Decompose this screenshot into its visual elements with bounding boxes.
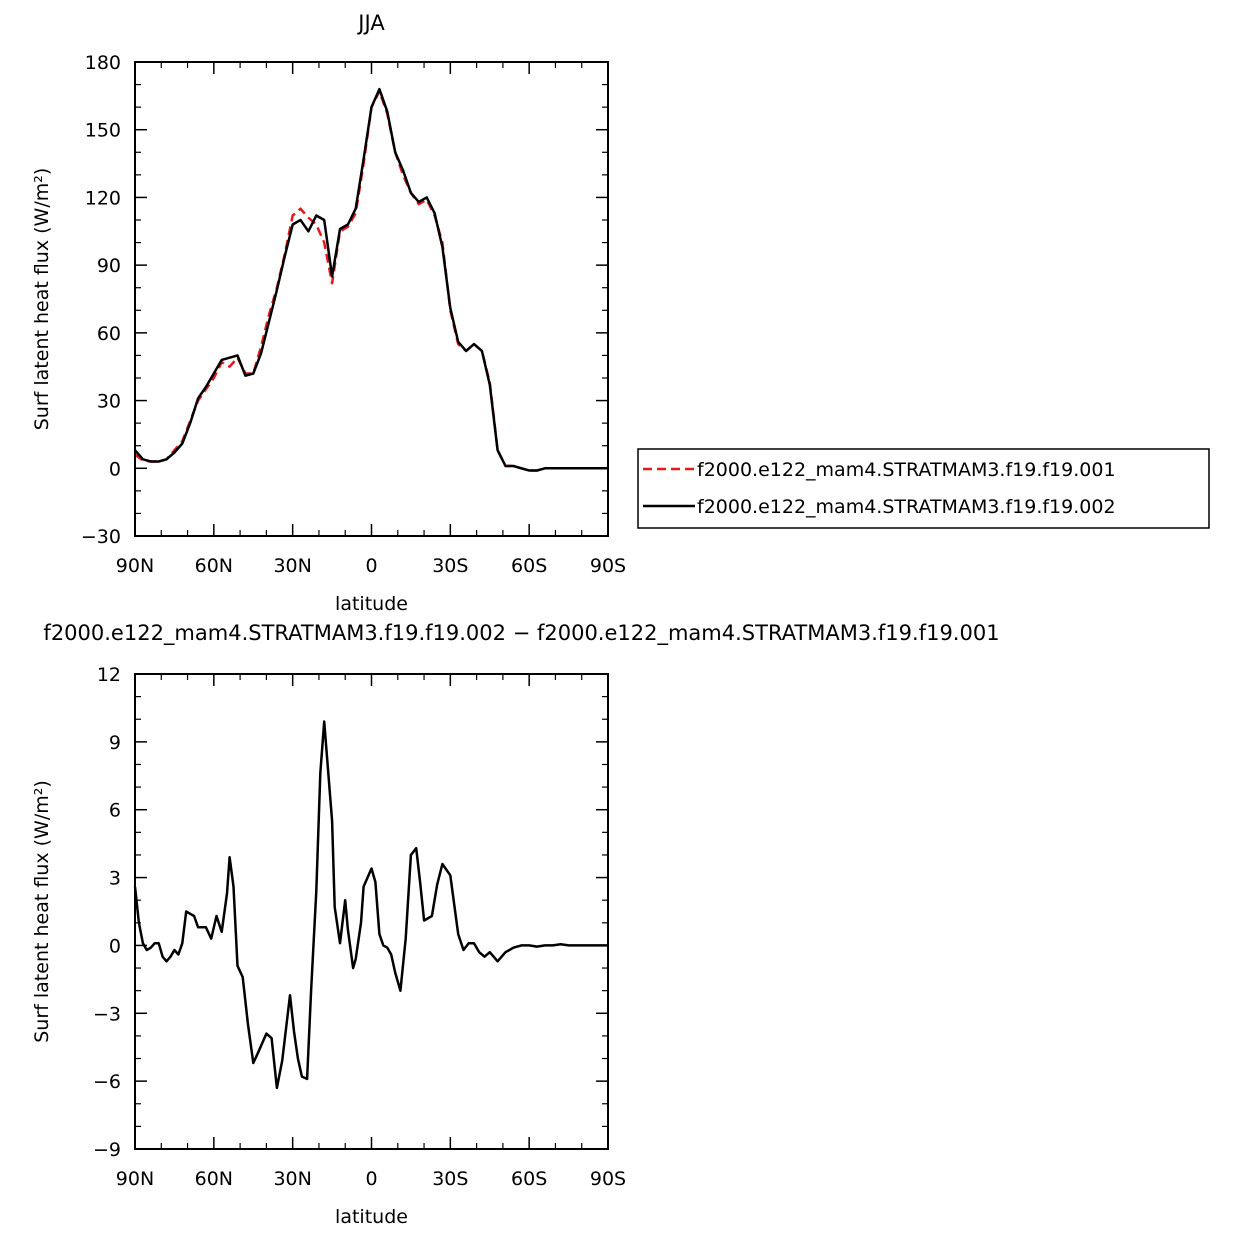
y-tick-label: 12 [97, 664, 121, 686]
x-tick-label: 60S [511, 555, 547, 577]
difference-chart: f2000.e122_mam4.STRATMAM3.f19.f19.002 − … [31, 621, 1000, 1228]
x-tick-label: 90S [590, 555, 626, 577]
y-tick-label: 180 [85, 52, 121, 74]
y-tick-label: −9 [93, 1139, 121, 1161]
x-tick-label: 30N [273, 1168, 311, 1190]
x-tick-label: 60N [195, 1168, 233, 1190]
x-tick-label: 60S [511, 1168, 547, 1190]
y-tick-label: 9 [109, 732, 121, 754]
y-tick-label: −6 [93, 1071, 121, 1093]
y-tick-label: 30 [97, 391, 121, 413]
y-tick-label: 60 [97, 323, 121, 345]
y-axis-title: Surf latent heat flux (W/m²) [31, 780, 53, 1043]
series-line-1 [134, 90, 608, 472]
series-line-2 [134, 87, 608, 472]
y-tick-label: −30 [81, 526, 121, 548]
x-tick-label: 30N [273, 555, 311, 577]
x-tick-label: 90N [116, 1168, 154, 1190]
legend: f2000.e122_mam4.STRATMAM3.f19.f19.001 f2… [637, 448, 1210, 529]
mean-flux-chart: JJA latitude Surf latent heat flux (W/m²… [31, 11, 626, 615]
axis-ticks: 90N 60N 30N 0 30S 60S 90S −30 0 30 60 90 120 150 180 [81, 52, 626, 577]
plot-frame [134, 61, 609, 537]
y-tick-label: −3 [93, 1003, 121, 1025]
x-tick-label: 0 [365, 1168, 377, 1190]
x-tick-label: 90N [116, 555, 154, 577]
x-axis-title: latitude [335, 593, 408, 615]
chart-title: JJA [356, 11, 385, 35]
y-tick-label: 6 [109, 800, 121, 822]
series-lines [133, 720, 608, 1090]
x-tick-label: 0 [365, 555, 377, 577]
legend-label-001: f2000.e122_mam4.STRATMAM3.f19.f19.001 [697, 459, 1116, 481]
y-tick-label: 3 [109, 868, 121, 890]
legend-label-002: f2000.e122_mam4.STRATMAM3.f19.f19.002 [697, 496, 1116, 518]
series-lines [134, 87, 608, 472]
legend-box [637, 448, 1210, 529]
y-tick-label: 90 [97, 255, 121, 277]
y-tick-label: 120 [85, 187, 121, 209]
series-line-1 [133, 720, 608, 1090]
plot-frame [134, 673, 609, 1150]
y-axis-title: Surf latent heat flux (W/m²) [31, 168, 53, 431]
x-tick-label: 30S [432, 1168, 468, 1190]
y-tick-label: 150 [85, 120, 121, 142]
chart-title: f2000.e122_mam4.STRATMAM3.f19.f19.002 − … [43, 621, 999, 646]
x-axis-title: latitude [335, 1206, 408, 1228]
y-tick-label: 0 [109, 458, 121, 480]
x-tick-label: 30S [432, 555, 468, 577]
y-tick-label: 0 [109, 935, 121, 957]
x-tick-label: 90S [590, 1168, 626, 1190]
x-tick-label: 60N [195, 555, 233, 577]
